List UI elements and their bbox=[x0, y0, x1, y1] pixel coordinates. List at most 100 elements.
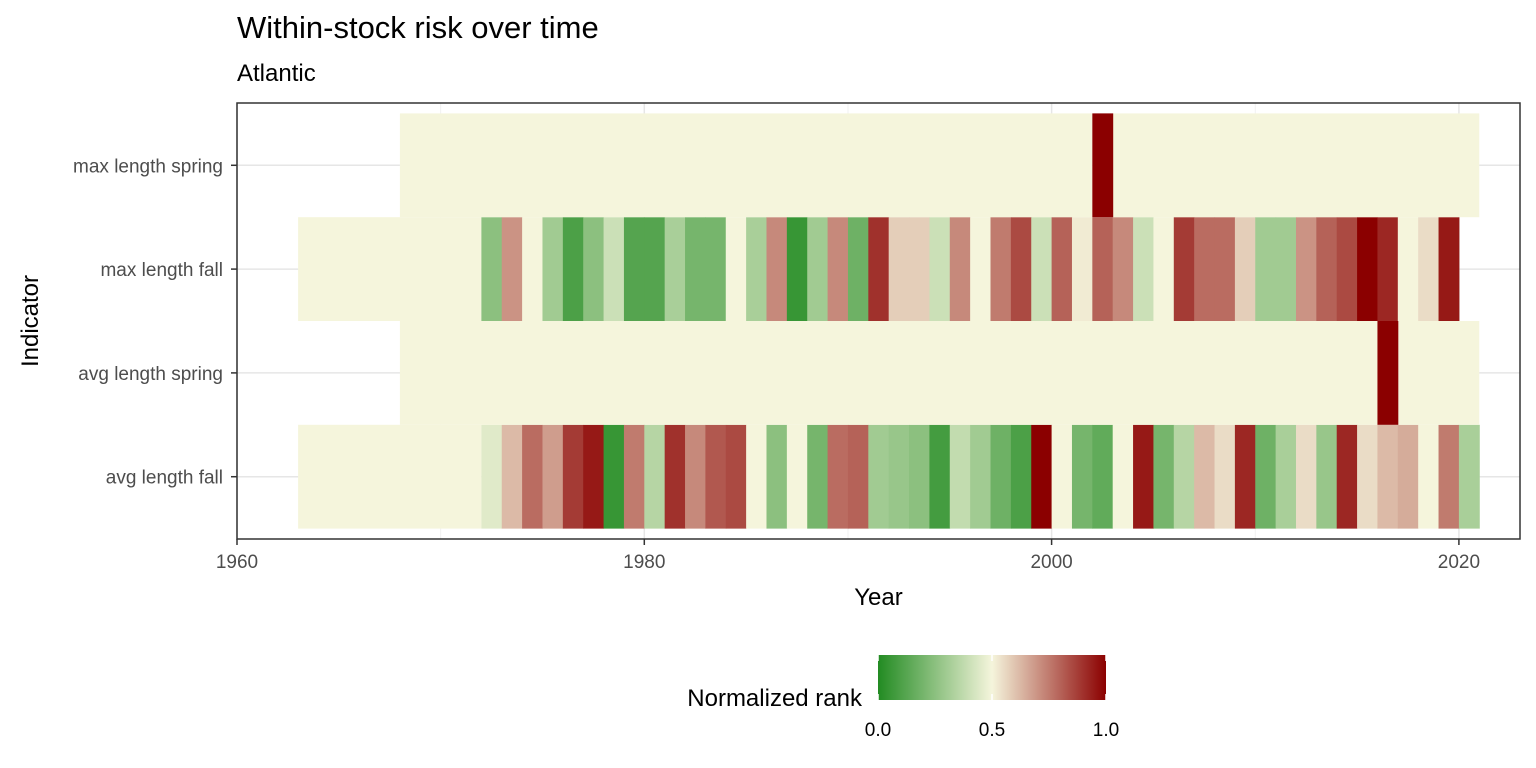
heatmap-cell bbox=[1214, 424, 1236, 529]
heatmap-cell bbox=[705, 217, 727, 321]
heatmap-cell bbox=[1010, 217, 1032, 321]
heatmap-cell bbox=[1255, 217, 1277, 321]
heatmap-cell bbox=[1092, 217, 1114, 321]
heatmap-cell bbox=[766, 217, 788, 321]
heatmap-cell bbox=[1377, 217, 1399, 321]
heatmap-cell bbox=[1295, 424, 1317, 529]
legend-tick-label: 0.0 bbox=[865, 720, 891, 741]
heatmap-cell bbox=[583, 217, 605, 321]
heatmap-cell bbox=[542, 217, 564, 321]
heatmap-cell bbox=[807, 424, 829, 529]
chart-subtitle: Atlantic bbox=[237, 60, 316, 87]
heatmap-cell bbox=[542, 424, 564, 529]
heatmap-cell bbox=[1071, 424, 1093, 529]
heatmap-cell bbox=[1438, 424, 1460, 529]
heatmap-cell bbox=[868, 217, 890, 321]
heatmap-cell bbox=[623, 424, 645, 529]
heatmap-cell bbox=[1031, 217, 1053, 321]
heatmap-background-tile bbox=[298, 424, 482, 529]
heatmap-cell bbox=[1051, 217, 1073, 321]
heatmap-cell bbox=[603, 424, 625, 529]
heatmap-cell bbox=[685, 424, 706, 529]
heatmap-cell bbox=[644, 217, 666, 321]
heatmap-cell bbox=[1092, 113, 1114, 218]
heatmap-cell bbox=[746, 217, 767, 321]
heatmap-cell bbox=[1377, 321, 1399, 425]
heatmap-cell bbox=[1357, 217, 1378, 321]
legend-tick-label: 1.0 bbox=[1093, 720, 1119, 741]
y-tick-label: avg length fall bbox=[106, 468, 223, 489]
y-tick-label: max length spring bbox=[73, 156, 223, 177]
x-axis-title: Year bbox=[854, 584, 903, 611]
heatmap-cell bbox=[786, 424, 808, 529]
heatmap-cell bbox=[827, 217, 849, 321]
heatmap-cell bbox=[888, 217, 910, 321]
heatmap-cell bbox=[909, 424, 930, 529]
heatmap-cell bbox=[827, 424, 849, 529]
heatmap-cell bbox=[1173, 217, 1195, 321]
chart-title: Within-stock risk over time bbox=[237, 10, 599, 45]
heatmap-cell bbox=[1397, 217, 1419, 321]
heatmap-cell bbox=[1357, 424, 1378, 529]
heatmap-cell bbox=[990, 424, 1012, 529]
heatmap-cell bbox=[1438, 217, 1460, 321]
heatmap-cell bbox=[1214, 217, 1236, 321]
heatmap-cell bbox=[685, 217, 706, 321]
heatmap-cell bbox=[501, 424, 523, 529]
heatmap-cell bbox=[949, 217, 971, 321]
heatmap-cell bbox=[1010, 424, 1032, 529]
heatmap-cell bbox=[1418, 424, 1440, 529]
heatmap-cell bbox=[725, 424, 747, 529]
heatmap-cell bbox=[481, 424, 503, 529]
heatmap-cell bbox=[990, 217, 1012, 321]
legend-title: Normalized rank bbox=[687, 685, 863, 712]
x-tick-label: 2020 bbox=[1438, 552, 1480, 573]
plot-border bbox=[236, 102, 1521, 540]
y-tick-label: max length fall bbox=[100, 260, 223, 281]
heatmap-cell bbox=[888, 424, 910, 529]
heatmap-cell bbox=[583, 424, 605, 529]
heatmap-cell bbox=[1133, 217, 1154, 321]
heatmap-cell bbox=[847, 424, 869, 529]
heatmap-cell bbox=[705, 424, 727, 529]
heatmap-cell bbox=[603, 217, 625, 321]
heatmap-cell bbox=[644, 424, 666, 529]
heatmap-cell bbox=[1173, 424, 1195, 529]
heatmap-cell bbox=[1051, 424, 1073, 529]
heatmap-background-tile bbox=[1397, 321, 1480, 425]
heatmap-cell bbox=[664, 424, 686, 529]
heatmap-cell bbox=[766, 424, 788, 529]
x-tick-label: 1960 bbox=[216, 552, 258, 573]
heatmap-cell bbox=[1275, 424, 1297, 529]
heatmap-cell bbox=[1336, 424, 1358, 529]
y-tick-label: avg length spring bbox=[78, 364, 223, 385]
heatmap-cell bbox=[847, 217, 869, 321]
heatmap-cell bbox=[1031, 424, 1053, 529]
heatmap-cell bbox=[1112, 217, 1134, 321]
heatmap-cell bbox=[970, 424, 992, 529]
heatmap-cell bbox=[1234, 424, 1256, 529]
heatmap-cell bbox=[1153, 217, 1175, 321]
heatmap-cell bbox=[481, 217, 503, 321]
heatmap-background-tile bbox=[399, 321, 1378, 425]
x-tick-label: 2000 bbox=[1030, 552, 1072, 573]
heatmap-cell bbox=[1316, 424, 1338, 529]
heatmap-cell bbox=[1153, 424, 1175, 529]
heatmap-cell bbox=[1194, 424, 1216, 529]
heatmap-cell bbox=[949, 424, 971, 529]
heatmap-cell bbox=[970, 217, 992, 321]
y-axis-title: Indicator bbox=[17, 275, 44, 367]
heatmap-cell bbox=[1295, 217, 1317, 321]
heatmap-cell bbox=[562, 217, 584, 321]
heatmap-cell bbox=[1275, 217, 1297, 321]
heatmap-cell bbox=[562, 424, 584, 529]
heatmap-cell bbox=[909, 217, 930, 321]
heatmap-cell bbox=[1316, 217, 1338, 321]
heatmap-cell bbox=[623, 217, 645, 321]
x-tick-label: 1980 bbox=[623, 552, 665, 573]
heatmap-cell bbox=[522, 217, 543, 321]
heatmap-background-tile bbox=[1112, 113, 1480, 218]
heatmap-cell bbox=[1336, 217, 1358, 321]
